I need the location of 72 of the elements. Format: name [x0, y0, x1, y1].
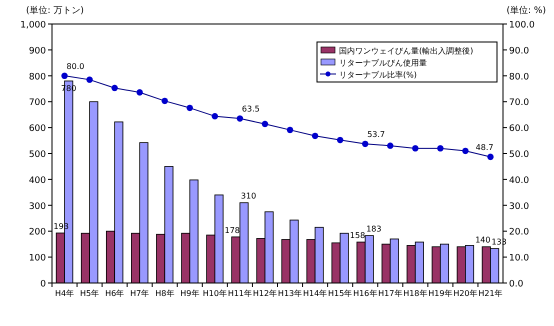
y-tick-label: 600 — [28, 124, 46, 134]
data-label: 63.5 — [242, 104, 260, 114]
point — [111, 84, 118, 92]
point — [212, 113, 218, 120]
y2-tick-label: 90.0 — [509, 46, 530, 56]
point — [86, 76, 93, 83]
y2-tick-label: 60.0 — [509, 124, 530, 134]
x-tick-label: H10年 — [202, 289, 227, 298]
y-tick-label: 100 — [28, 254, 46, 264]
x-tick-label: H21年 — [478, 289, 503, 298]
point — [312, 132, 318, 140]
x-tick-label: H15年 — [328, 289, 352, 298]
x-tick-label: H19年 — [428, 289, 452, 298]
y2-axis-title: (単位: %) — [506, 5, 546, 16]
data-label: 48.7 — [476, 142, 494, 152]
y-tick-label: 900 — [28, 46, 46, 56]
x-tick-label: H8年 — [155, 289, 174, 298]
point — [487, 154, 494, 160]
y-axis-title: (単位: 万トン) — [26, 5, 84, 16]
data-label: 53.7 — [367, 130, 386, 139]
y-tick-label: 0 — [40, 280, 46, 290]
y2-tick-label: 40.0 — [509, 176, 530, 186]
point — [437, 145, 444, 152]
data-label: 178 — [224, 226, 240, 235]
point — [262, 120, 268, 128]
y-tick-label: 400 — [28, 176, 46, 186]
y2-tick-label: 100.0 — [509, 20, 536, 30]
y2-tick-label: 50.0 — [509, 150, 530, 160]
y-tick-label: 800 — [28, 72, 46, 82]
y-tick-label: 200 — [28, 228, 46, 238]
x-tick-label: H7年 — [130, 289, 150, 298]
point — [462, 148, 469, 154]
x-tick-label: H18年 — [403, 289, 428, 298]
y2-tick-label: 30.0 — [509, 202, 530, 212]
y-tick-label: 300 — [28, 202, 46, 212]
point — [336, 136, 344, 144]
data-label: 183 — [366, 224, 382, 234]
x-tick-label: H11年 — [228, 289, 252, 298]
y-tick-label: 700 — [28, 98, 46, 108]
y2-tick-label: 70.0 — [509, 98, 530, 108]
x-tick-label: H12年 — [252, 289, 278, 298]
point — [412, 145, 419, 152]
y-tick-label: 1,000 — [20, 20, 46, 30]
point — [61, 72, 68, 79]
y-tick-label: 500 — [28, 150, 46, 160]
data-label: 80.0 — [66, 62, 84, 71]
x-tick-label: H16年 — [353, 289, 378, 298]
point — [162, 98, 168, 104]
legend-label: リターナブル比率(%) — [339, 70, 417, 80]
data-label: 140 — [475, 236, 490, 245]
y2-tick-label: 80.0 — [509, 72, 530, 82]
x-tick-label: H5年 — [80, 289, 100, 298]
y2-tick-label: 10.0 — [509, 254, 530, 264]
point — [362, 140, 368, 148]
point — [286, 126, 294, 134]
legend-label: リターナブルびん使用量 — [339, 58, 427, 68]
y2-tick-label: 20.0 — [509, 228, 530, 238]
x-tick-label: H9年 — [180, 289, 200, 298]
x-tick-label: H20年 — [453, 289, 478, 298]
legend-label: 国内ワンウェイびん量(輸出入調整後) — [339, 46, 474, 56]
x-tick-label: H14年 — [302, 289, 328, 298]
point — [136, 89, 143, 96]
x-tick-label: H17年 — [378, 289, 402, 298]
data-label: 310 — [240, 192, 256, 201]
data-label: 158 — [350, 231, 366, 240]
x-tick-label: H4年 — [54, 289, 74, 298]
y2-tick-label: 0.0 — [509, 280, 524, 290]
x-tick-label: H13年 — [278, 289, 302, 298]
point — [186, 104, 194, 112]
point — [387, 142, 394, 149]
x-tick-label: H6年 — [105, 289, 124, 298]
point — [236, 115, 244, 122]
